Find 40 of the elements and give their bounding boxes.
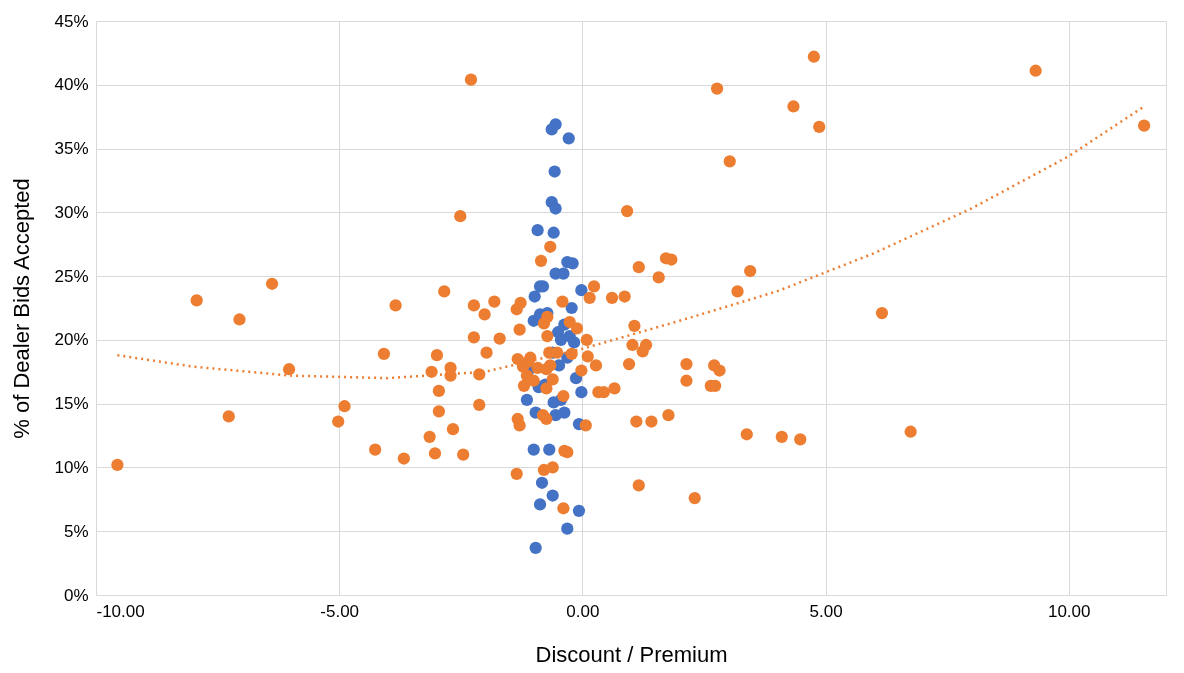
y-tick-label: 20% (54, 330, 89, 350)
y-tick-label: 45% (54, 11, 89, 31)
y-tick-label: 0% (63, 585, 89, 605)
point (529, 541, 542, 554)
point (572, 504, 586, 517)
point (546, 489, 559, 502)
point (547, 396, 560, 409)
y-tick-label: 10% (54, 457, 89, 477)
y-tick-label: 5% (63, 521, 89, 541)
point (533, 498, 547, 511)
point (520, 393, 534, 406)
point (528, 290, 541, 303)
point (565, 301, 578, 315)
x-tick-label: -5.00 (320, 601, 360, 621)
y-tick-label: 25% (54, 266, 89, 286)
x-tick-label: -10.00 (96, 601, 145, 621)
point (543, 443, 556, 456)
x-tick-label: 10.00 (1047, 601, 1091, 621)
point (575, 284, 588, 297)
x-axis-title: Discount / Premium (535, 641, 728, 667)
point (549, 202, 562, 215)
point (535, 476, 549, 489)
y-tick-label: 15% (54, 394, 89, 414)
point (554, 333, 568, 346)
point (531, 224, 544, 237)
x-tick-label: 0.00 (566, 601, 600, 621)
y-tick-label: 30% (54, 202, 89, 222)
point (575, 386, 588, 399)
point (527, 443, 540, 456)
y-tick-label: 35% (54, 139, 89, 159)
line-series (116, 105, 1146, 380)
x-tick-label: 5.00 (809, 601, 843, 621)
point (547, 226, 560, 239)
point (567, 336, 581, 349)
point (561, 522, 574, 535)
y-axis-title: % of Dealer Bids Accepted (9, 178, 35, 439)
point (545, 123, 558, 136)
point (562, 132, 575, 145)
y-tick-label: 40% (54, 75, 89, 95)
point (548, 165, 561, 178)
